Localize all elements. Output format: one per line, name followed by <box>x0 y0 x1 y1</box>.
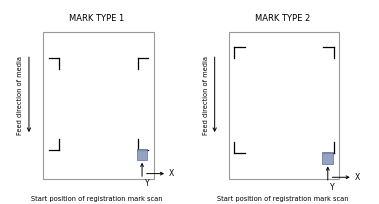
Bar <box>323 153 333 164</box>
Text: MARK TYPE 1: MARK TYPE 1 <box>69 14 124 23</box>
Bar <box>137 149 147 160</box>
Text: Y: Y <box>330 183 335 192</box>
Text: MARK TYPE 2: MARK TYPE 2 <box>255 14 310 23</box>
Text: X: X <box>354 173 360 182</box>
Text: Y: Y <box>145 179 149 188</box>
Text: Start position of registration mark scan: Start position of registration mark scan <box>31 196 162 202</box>
Text: Feed direction of media: Feed direction of media <box>17 56 23 135</box>
Text: Feed direction of media: Feed direction of media <box>203 56 209 135</box>
Bar <box>229 32 339 179</box>
Text: X: X <box>169 169 174 178</box>
Bar <box>43 32 153 179</box>
Text: Start position of registration mark scan: Start position of registration mark scan <box>217 196 348 202</box>
